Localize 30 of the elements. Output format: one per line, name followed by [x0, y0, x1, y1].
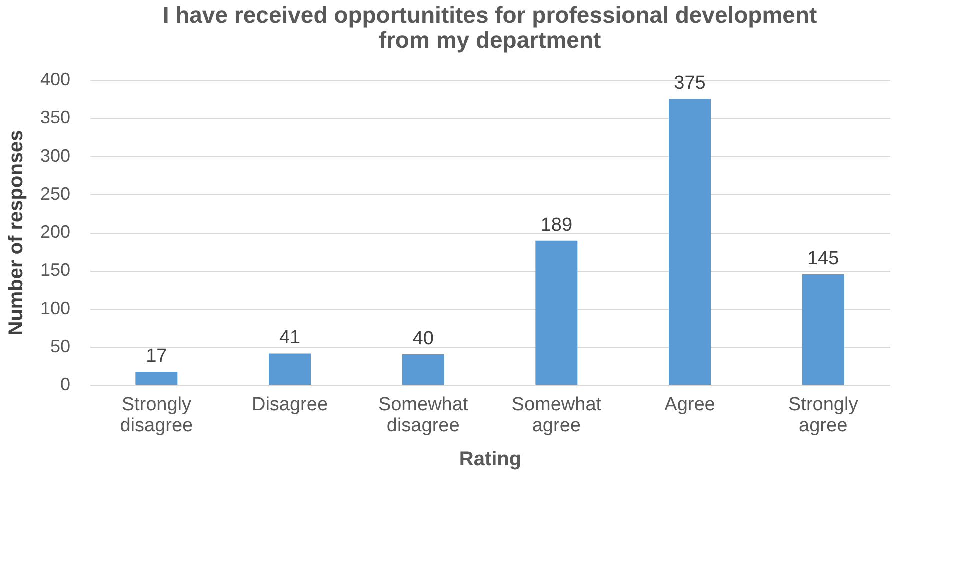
bar [536, 240, 578, 385]
y-tick-label: 400 [40, 70, 70, 90]
y-axis-title: Number of responses [5, 130, 28, 336]
data-label: 41 [279, 328, 301, 349]
data-label: 145 [807, 248, 840, 270]
data-label: 375 [674, 73, 706, 94]
y-tick-label: 150 [40, 260, 70, 280]
bar [802, 274, 844, 385]
bar [402, 354, 444, 385]
y-tick-label: 300 [40, 146, 70, 166]
data-label: 40 [412, 328, 434, 350]
y-tick-label: 200 [40, 222, 70, 242]
bar [136, 372, 178, 385]
y-tick-label: 350 [40, 108, 70, 128]
x-tick-label: Somewhat agree [512, 394, 602, 436]
chart-title: I have received opportunitites for professional development from my department [162, 2, 818, 53]
x-tick-label: Strongly agree [788, 394, 859, 436]
data-label: 189 [540, 214, 573, 236]
y-tick-label: 0 [60, 374, 70, 394]
y-tick-label: 250 [40, 184, 70, 204]
x-axis-title: Rating [459, 448, 522, 470]
y-tick-label: 50 [50, 336, 70, 356]
x-tick-label: Strongly disagree [120, 394, 194, 436]
bar [669, 99, 711, 385]
x-tick-label: Agree [664, 394, 716, 416]
bar [269, 354, 311, 385]
x-tick-label: Somewhat disagree [378, 394, 469, 436]
x-tick-label: Disagree [252, 394, 328, 416]
y-tick-label: 100 [40, 298, 70, 318]
data-label: 17 [146, 346, 168, 368]
